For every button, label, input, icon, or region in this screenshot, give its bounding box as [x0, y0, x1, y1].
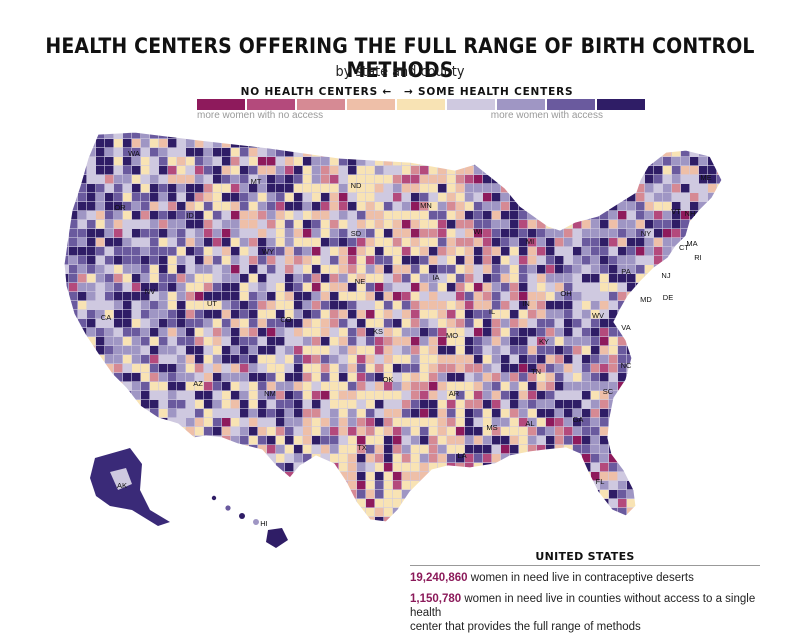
legend-left-sub: more women with no access: [197, 110, 324, 121]
state-label-fl: FL: [596, 477, 605, 486]
state-label-ok: OK: [383, 375, 394, 384]
state-label-ct: CT: [679, 243, 689, 252]
state-label-ri: RI: [694, 253, 702, 262]
state-label-nj: NJ: [661, 271, 670, 280]
legend-right-heading: → SOME HEALTH CENTERS: [404, 86, 574, 98]
deserts-value: 19,240,860: [410, 572, 468, 584]
state-label-ks: KS: [373, 327, 383, 336]
state-label-de: DE: [663, 293, 673, 302]
state-label-wy: WY: [262, 247, 274, 256]
state-label-tn: TN: [531, 367, 541, 376]
state-label-al: AL: [525, 419, 534, 428]
summary-divider: [410, 565, 760, 566]
hawaii: [211, 495, 288, 548]
state-label-or: OR: [114, 203, 126, 212]
state-label-id: ID: [186, 211, 194, 220]
state-label-ca: CA: [101, 313, 111, 322]
legend-left-heading: NO HEALTH CENTERS ←: [240, 86, 392, 98]
state-label-tx: TX: [357, 443, 367, 452]
state-label-mo: MO: [446, 331, 458, 340]
alaska: [90, 448, 170, 526]
state-label-hi: HI: [260, 519, 268, 528]
no-access-text-2: center that provides the full range of m…: [410, 621, 641, 633]
state-label-ak: AK: [117, 481, 127, 490]
no-access-value: 1,150,780: [410, 593, 462, 605]
state-label-ga: GA: [573, 415, 584, 424]
state-label-ne: NE: [355, 277, 365, 286]
legend-right-sub: more women with access: [490, 110, 603, 121]
state-label-va: VA: [621, 323, 630, 332]
deserts-text: women in need live in contraceptive dese…: [470, 572, 694, 584]
legend-swatch-5: [447, 99, 495, 110]
state-label-ut: UT: [207, 299, 217, 308]
map-subtitle: by state and county: [335, 64, 465, 80]
state-label-mn: MN: [420, 201, 432, 210]
state-label-ky: KY: [539, 337, 549, 346]
state-label-oh: OH: [560, 289, 571, 298]
legend-swatch-6: [497, 99, 545, 110]
state-label-ms: MS: [486, 423, 497, 432]
state-label-nh: NH: [685, 209, 696, 218]
state-label-ia: IA: [432, 273, 439, 282]
state-label-nc: NC: [621, 361, 632, 370]
state-label-md: MD: [640, 295, 652, 304]
no-access-text-1: women in need live in counties without a…: [410, 593, 756, 619]
state-label-in: IN: [522, 299, 530, 308]
legend-swatch-0: [197, 99, 245, 110]
state-label-wv: WV: [592, 311, 604, 320]
state-label-mt: MT: [251, 177, 262, 186]
contiguous-us: [63, 131, 723, 523]
map-title: HEALTH CENTERS OFFERING THE FULL RANGE O…: [45, 34, 755, 82]
state-label-sd: SD: [351, 229, 362, 238]
legend-swatch-4: [397, 99, 445, 110]
state-label-co: CO: [280, 315, 291, 324]
state-label-mi: MI: [526, 237, 534, 246]
state-label-ny: NY: [641, 229, 651, 238]
state-label-wi: WI: [473, 227, 482, 236]
legend-swatch-3: [347, 99, 395, 110]
legend-swatch-7: [547, 99, 595, 110]
state-label-wa: WA: [128, 149, 140, 158]
state-label-vt: VT: [671, 207, 681, 216]
state-label-az: AZ: [193, 379, 203, 388]
state-label-ma: MA: [686, 239, 697, 248]
state-label-me: ME: [700, 173, 711, 182]
legend-color-scale: [197, 99, 647, 110]
state-label-nm: NM: [264, 389, 276, 398]
us-county-map: WA OR CA NV ID MT WY UT AZ CO NM ND SD NE KS OK TX MN IA MO…: [63, 131, 723, 548]
state-label-nd: ND: [351, 181, 362, 190]
state-label-nv: NV: [145, 287, 155, 296]
deserts-stat: 19,240,860 women in need live in contrac…: [410, 571, 780, 585]
legend-headings: NO HEALTH CENTERS ← → SOME HEALTH CENTER…: [190, 86, 610, 100]
legend-swatch-2: [297, 99, 345, 110]
state-label-il: IL: [489, 307, 495, 316]
state-labels: WA OR CA NV ID MT WY UT AZ CO NM ND SD NE KS OK TX MN IA MO…: [101, 149, 712, 528]
state-label-ar: AR: [449, 389, 460, 398]
state-label-la: LA: [457, 451, 466, 460]
legend-swatch-8: [597, 99, 645, 110]
summary-heading: UNITED STATES: [535, 550, 635, 563]
state-label-pa: PA: [621, 267, 630, 276]
legend-subheadings: more women with no access more women wit…: [197, 110, 603, 122]
state-label-sc: SC: [603, 387, 614, 396]
legend-swatch-1: [247, 99, 295, 110]
no-access-stat: 1,150,780 women in need live in counties…: [410, 592, 780, 634]
